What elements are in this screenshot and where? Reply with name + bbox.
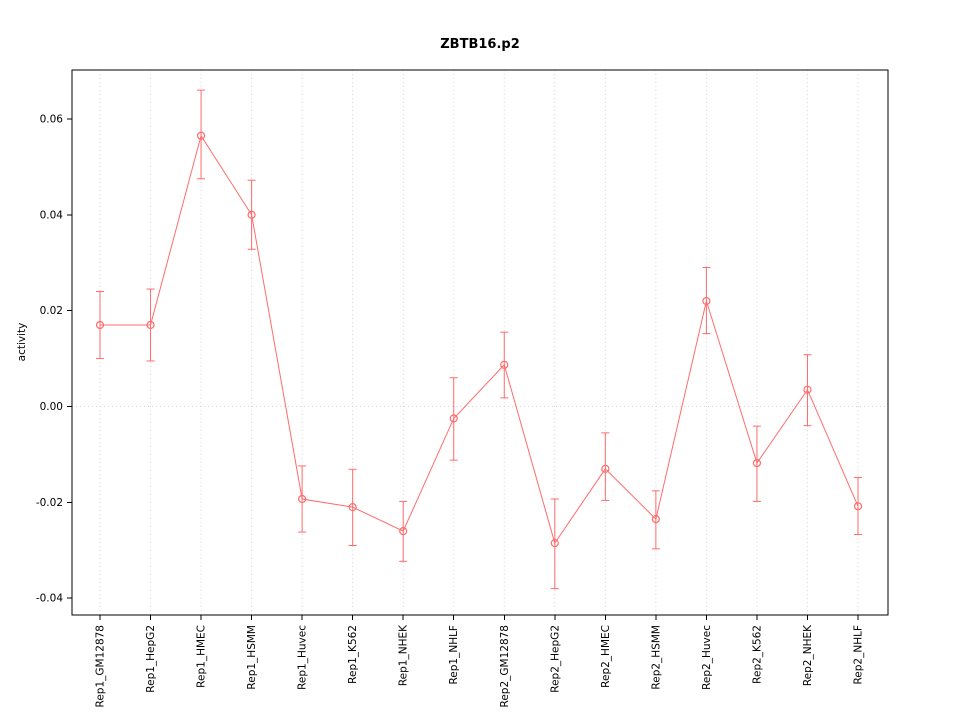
chart-title: ZBTB16.p2	[440, 37, 520, 52]
y-tick-label: 0.00	[40, 401, 63, 413]
data-point	[196, 131, 206, 140]
data-point	[550, 539, 559, 548]
data-point	[752, 458, 762, 468]
x-tick-label: Rep2_HepG2	[549, 625, 561, 693]
x-tick-label: Rep1_NHEK	[398, 624, 410, 686]
x-tick-label: Rep1_NHLF	[448, 625, 460, 685]
x-tick-label: Rep1_Huvec	[297, 625, 309, 690]
data-point	[348, 503, 357, 512]
y-axis-label: activity	[16, 323, 28, 362]
y-tick-label: -0.04	[36, 593, 63, 605]
x-tick-label: Rep2_NHEK	[802, 624, 814, 686]
y-tick-label: 0.02	[40, 305, 63, 317]
y-tick-label: 0.06	[40, 113, 64, 125]
data-point	[702, 296, 711, 306]
x-tick-label: Rep2_K562	[751, 625, 763, 684]
data-point	[853, 502, 863, 511]
data-point	[500, 360, 509, 369]
plot-area: -0.04 -0.02 0.00 0.02 0.04 0.06 Rep1_GM12878 Re…	[36, 69, 889, 707]
data-point	[803, 385, 812, 394]
x-tick-label: Rep1_HepG2	[145, 625, 157, 693]
series-line	[100, 134, 859, 545]
x-tick-label: Rep1_K562	[347, 625, 359, 684]
data-point	[449, 414, 458, 423]
y-tick-label: -0.02	[36, 497, 63, 509]
data-point	[298, 494, 307, 504]
plot-border	[71, 69, 889, 616]
x-tick-label: Rep2_HSMM	[650, 625, 662, 690]
data-point	[651, 515, 660, 524]
data-point	[399, 527, 408, 536]
y-tick-label: 0.04	[40, 209, 64, 221]
data-point	[146, 320, 155, 330]
x-tick-label: Rep2_HMEC	[600, 625, 612, 688]
x-tick-label: Rep1_HMEC	[196, 625, 208, 688]
x-tick-label: Rep2_GM12878	[499, 625, 511, 707]
data-point	[247, 210, 256, 219]
x-tick-label: Rep2_Huvec	[701, 625, 713, 690]
data-point	[95, 320, 105, 330]
x-tick-label: Rep1_GM12878	[95, 625, 107, 707]
x-tick-label: Rep2_NHLF	[853, 625, 865, 685]
x-tick-label: Rep1_HSMM	[246, 625, 258, 690]
data-point	[601, 464, 610, 473]
